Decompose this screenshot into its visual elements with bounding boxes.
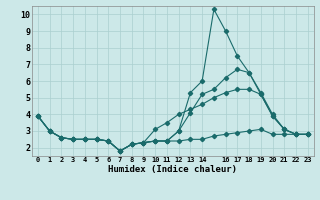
- X-axis label: Humidex (Indice chaleur): Humidex (Indice chaleur): [108, 165, 237, 174]
